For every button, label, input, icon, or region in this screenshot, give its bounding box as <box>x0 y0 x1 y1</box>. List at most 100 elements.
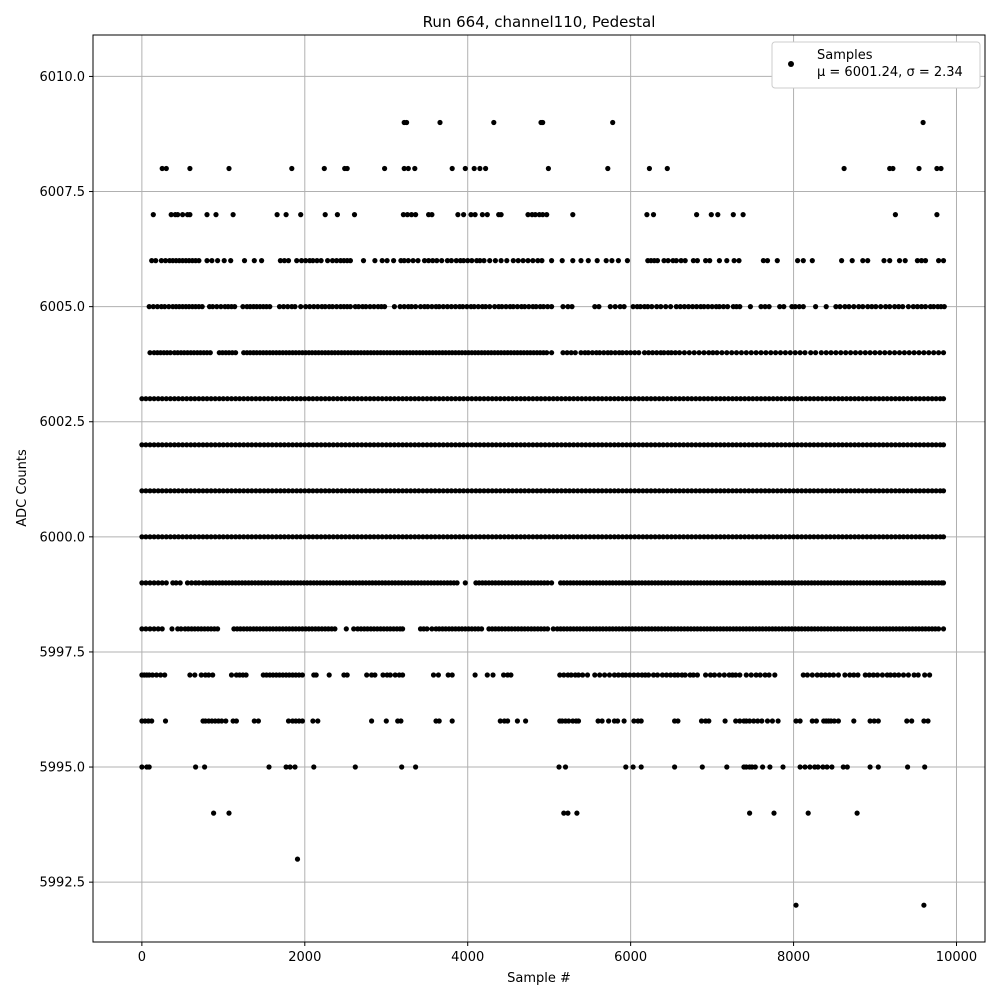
data-point <box>640 534 646 540</box>
data-point <box>611 396 618 402</box>
data-point <box>900 672 907 678</box>
data-point <box>424 534 430 540</box>
data-point <box>876 534 882 540</box>
data-point <box>754 442 760 448</box>
data-point <box>682 672 688 678</box>
data-point <box>383 396 389 402</box>
data-point <box>515 258 521 264</box>
data-point <box>338 534 345 540</box>
data-point <box>224 442 230 448</box>
data-point <box>241 442 247 448</box>
data-point <box>215 258 221 264</box>
chart-title: Run 664, channel110, Pedestal <box>423 13 656 31</box>
data-point <box>334 442 340 448</box>
data-point <box>774 534 780 540</box>
data-point <box>896 488 903 494</box>
data-point <box>877 350 883 356</box>
data-point <box>743 350 749 356</box>
data-point <box>424 442 430 448</box>
data-point <box>725 442 732 448</box>
data-point <box>424 488 430 494</box>
data-point <box>314 442 320 448</box>
data-point <box>767 764 773 770</box>
data-point <box>571 396 577 402</box>
data-point <box>542 534 548 540</box>
data-point <box>940 488 947 494</box>
data-point <box>868 534 874 540</box>
data-point <box>391 442 397 448</box>
data-point <box>461 212 467 218</box>
data-point <box>425 304 431 310</box>
data-point <box>240 304 246 310</box>
data-point <box>147 350 153 356</box>
data-point <box>477 442 483 448</box>
data-point <box>269 488 275 494</box>
data-point <box>823 534 829 540</box>
data-point <box>872 350 878 356</box>
data-point <box>432 488 438 494</box>
data-point <box>147 488 153 494</box>
data-point <box>562 396 569 402</box>
data-point <box>701 350 707 356</box>
data-point <box>505 534 512 540</box>
y-tick-label: 6005.0 <box>40 300 86 315</box>
data-point <box>318 442 324 448</box>
data-point <box>750 488 756 494</box>
data-point <box>849 258 855 264</box>
data-point <box>884 396 890 402</box>
data-point <box>921 396 927 402</box>
data-point <box>615 442 622 448</box>
data-point <box>277 488 283 494</box>
data-point <box>660 488 666 494</box>
data-point <box>654 350 660 356</box>
data-point <box>224 488 230 494</box>
data-point <box>226 810 232 816</box>
data-point <box>514 442 520 448</box>
data-point <box>315 304 321 310</box>
data-point <box>452 442 459 448</box>
data-point <box>575 672 582 678</box>
data-point <box>887 350 893 356</box>
data-point <box>819 396 825 402</box>
data-point <box>781 304 787 310</box>
data-point <box>819 534 825 540</box>
data-point <box>253 396 259 402</box>
data-point <box>686 350 692 356</box>
data-point <box>449 718 455 724</box>
data-point <box>596 304 602 310</box>
data-point <box>245 442 251 448</box>
data-point <box>827 534 833 540</box>
data-point <box>827 488 833 494</box>
data-point <box>477 396 483 402</box>
data-point <box>253 534 259 540</box>
data-point <box>881 258 887 264</box>
data-point <box>579 442 585 448</box>
data-point <box>151 534 157 540</box>
data-point <box>303 258 309 264</box>
data-point <box>823 350 829 356</box>
data-point <box>672 488 679 494</box>
data-point <box>139 396 145 402</box>
data-point <box>460 304 466 310</box>
data-point <box>624 442 630 448</box>
data-point <box>163 442 169 448</box>
data-point <box>909 442 915 448</box>
data-point <box>864 396 870 402</box>
data-point <box>253 442 259 448</box>
data-point <box>448 304 454 310</box>
data-point <box>347 442 353 448</box>
data-point <box>187 212 193 218</box>
data-point <box>542 396 548 402</box>
data-point <box>147 534 153 540</box>
data-point <box>931 350 937 356</box>
data-point <box>566 718 572 724</box>
data-point <box>770 534 776 540</box>
data-point <box>791 488 797 494</box>
data-point <box>266 764 272 770</box>
data-point <box>689 396 695 402</box>
data-point <box>298 534 304 540</box>
data-point <box>648 488 654 494</box>
data-point <box>143 534 149 540</box>
data-point <box>624 396 630 402</box>
data-point <box>139 442 145 448</box>
